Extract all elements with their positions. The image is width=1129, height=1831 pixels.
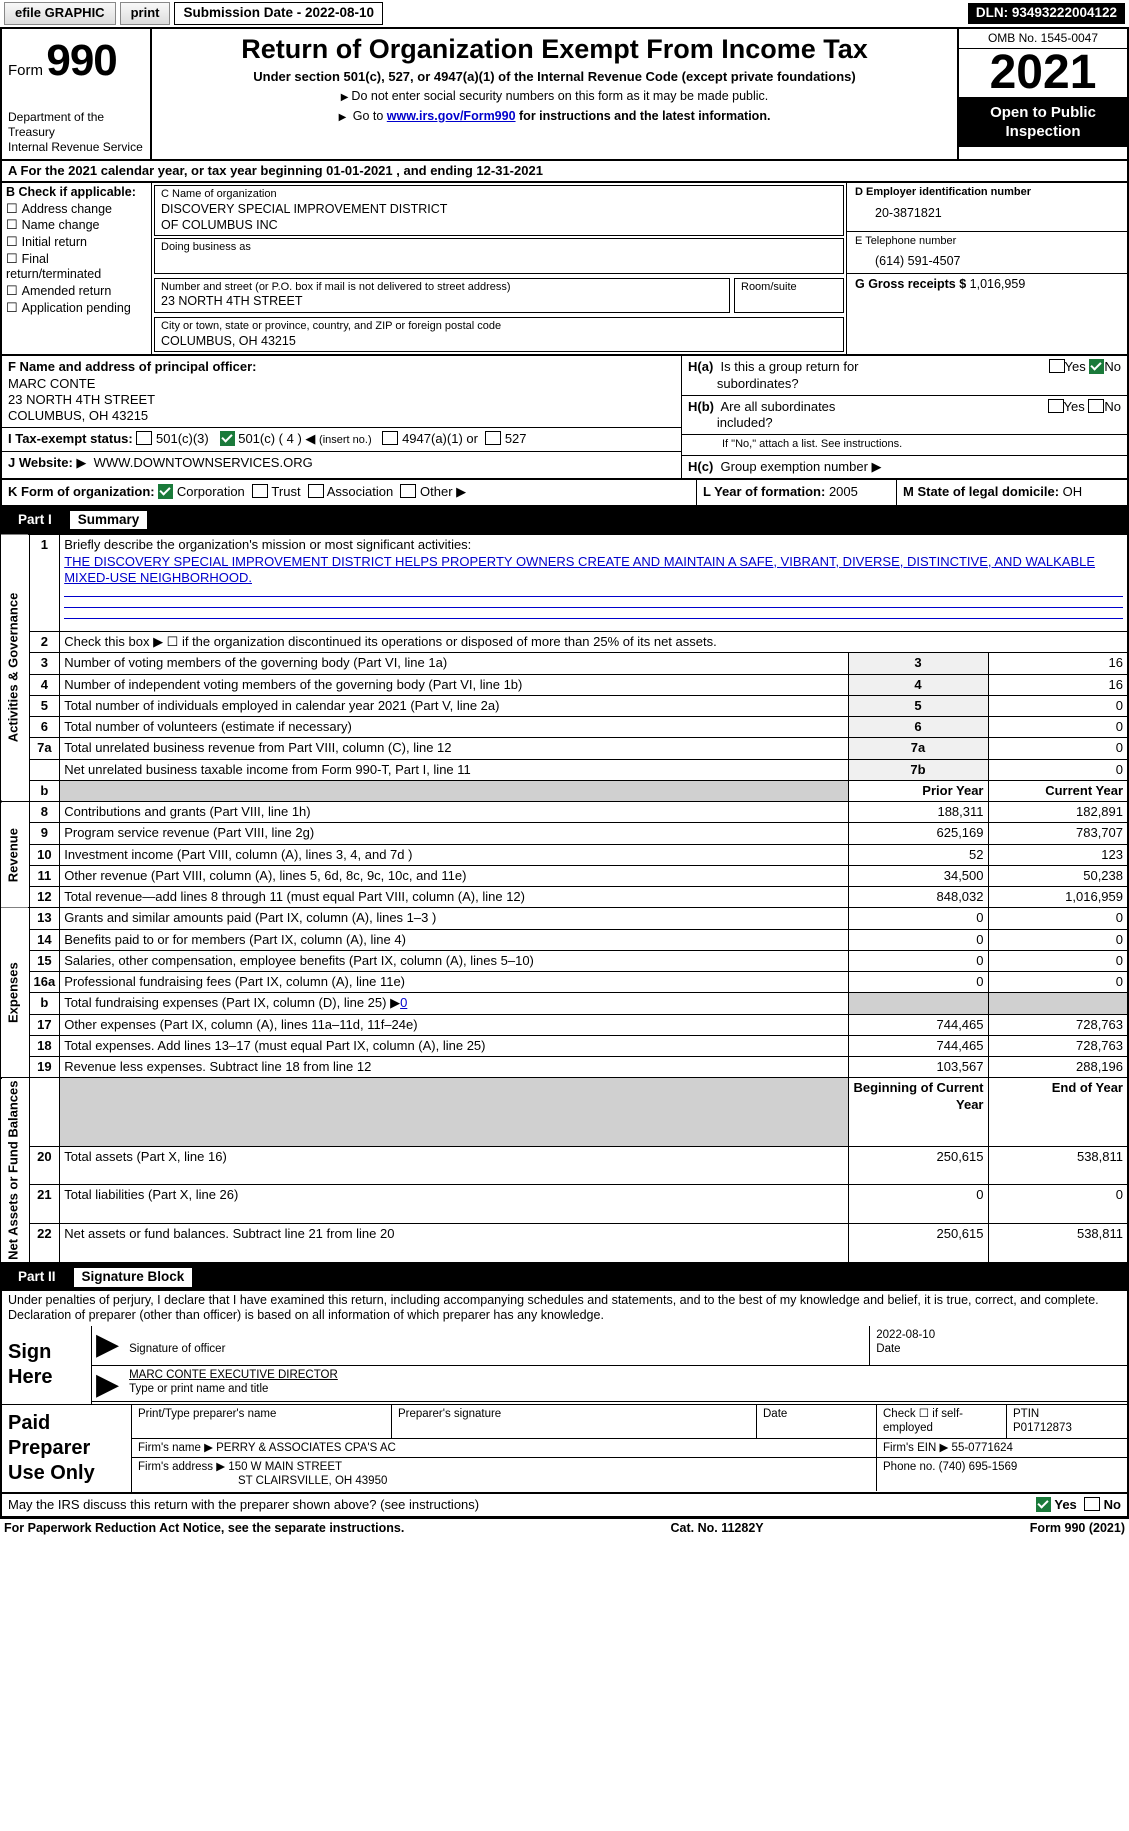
ein-box: D Employer identification number 20-3871… bbox=[847, 183, 1127, 231]
form-number: 990 bbox=[46, 36, 116, 85]
hb-no[interactable] bbox=[1088, 399, 1104, 413]
room-suite-box: Room/suite bbox=[734, 278, 844, 313]
q1-label: Briefly describe the organization's miss… bbox=[64, 537, 471, 552]
chk-corp[interactable] bbox=[158, 484, 173, 499]
dept-label: Department of the Treasury bbox=[8, 110, 144, 140]
current-year-hdr: Current Year bbox=[988, 780, 1128, 801]
form-title: Return of Organization Exempt From Incom… bbox=[160, 33, 949, 67]
chk-initial-return[interactable]: Initial return bbox=[6, 234, 147, 251]
print-button[interactable]: print bbox=[120, 2, 171, 24]
officer-box: F Name and address of principal officer:… bbox=[2, 356, 681, 428]
form-label: Form bbox=[8, 62, 43, 79]
form-header: Form 990 Department of the Treasury Inte… bbox=[0, 27, 1129, 159]
hb-yes[interactable] bbox=[1048, 399, 1064, 413]
section-klm: K Form of organization: Corporation Trus… bbox=[0, 478, 1129, 506]
dln-label: DLN: 93493222004122 bbox=[968, 3, 1125, 24]
part2-header: Part II Signature Block bbox=[0, 1264, 1129, 1291]
ssn-warning: Do not enter social security numbers on … bbox=[160, 89, 949, 105]
chk-501c4[interactable] bbox=[220, 431, 235, 446]
chk-final-return[interactable]: Final return/terminated bbox=[6, 251, 147, 283]
chk-name-change[interactable]: Name change bbox=[6, 217, 147, 234]
summary-table: Activities & Governance 1 Briefly descri… bbox=[0, 533, 1129, 1263]
top-bar: efile GRAPHIC print Submission Date - 20… bbox=[0, 0, 1129, 27]
irs-label: Internal Revenue Service bbox=[8, 140, 144, 155]
sign-here-label: Sign Here bbox=[2, 1326, 92, 1404]
website-row: J Website: ▶ WWW.DOWNTOWNSERVICES.ORG bbox=[2, 452, 681, 474]
chk-amended[interactable]: Amended return bbox=[6, 283, 147, 300]
ha-no[interactable] bbox=[1089, 359, 1104, 374]
city-box: City or town, state or province, country… bbox=[154, 317, 844, 352]
chk-trust[interactable] bbox=[252, 484, 268, 498]
b-label: B Check if applicable: bbox=[6, 185, 147, 201]
efile-button[interactable]: efile GRAPHIC bbox=[4, 2, 116, 24]
irs-link[interactable]: www.irs.gov/Form990 bbox=[387, 109, 516, 123]
address-box: Number and street (or P.O. box if mail i… bbox=[154, 278, 730, 313]
discuss-no[interactable] bbox=[1084, 1497, 1100, 1511]
chk-assoc[interactable] bbox=[308, 484, 324, 498]
hc-row: H(c) Group exemption number ▶ bbox=[682, 456, 1127, 478]
section-fhij: F Name and address of principal officer:… bbox=[0, 354, 1129, 478]
form-subtitle: Under section 501(c), 527, or 4947(a)(1)… bbox=[160, 69, 949, 85]
signature-block: Sign Here ▶ Signature of officer 2022-08… bbox=[0, 1326, 1129, 1494]
open-public-badge: Open to Public Inspection bbox=[959, 98, 1127, 148]
chk-501c3[interactable] bbox=[136, 431, 152, 445]
side-revenue: Revenue bbox=[1, 802, 29, 908]
sig-arrow-icon: ▶ bbox=[92, 1326, 123, 1365]
prior-year-hdr: Prior Year bbox=[848, 780, 988, 801]
line-2: Check this box ▶ ☐ if the organization d… bbox=[60, 632, 1128, 653]
paid-preparer-label: Paid Preparer Use Only bbox=[2, 1405, 132, 1492]
gross-receipts-box: G Gross receipts $ 1,016,959 bbox=[847, 274, 1127, 296]
side-activities: Activities & Governance bbox=[1, 534, 29, 801]
perjury-declaration: Under penalties of perjury, I declare th… bbox=[0, 1291, 1129, 1326]
ha-row: H(a) Is this a group return for subordin… bbox=[682, 356, 1127, 396]
org-name-box: C Name of organization DISCOVERY SPECIAL… bbox=[154, 185, 844, 236]
section-bcd: B Check if applicable: Address change Na… bbox=[0, 181, 1129, 354]
side-netassets: Net Assets or Fund Balances bbox=[1, 1078, 29, 1263]
tax-exempt-row: I Tax-exempt status: 501(c)(3) 501(c) ( … bbox=[2, 428, 681, 452]
sig-arrow-icon: ▶ bbox=[92, 1366, 123, 1401]
discuss-row: May the IRS discuss this return with the… bbox=[0, 1494, 1129, 1518]
dba-box: Doing business as bbox=[154, 238, 844, 273]
hb-note: If "No," attach a list. See instructions… bbox=[682, 435, 1127, 456]
section-a-year: A For the 2021 calendar year, or tax yea… bbox=[0, 159, 1129, 181]
discuss-yes[interactable] bbox=[1036, 1497, 1051, 1512]
tax-year: 2021 bbox=[959, 49, 1127, 98]
chk-address-change[interactable]: Address change bbox=[6, 201, 147, 218]
instructions-link-row: Go to www.irs.gov/Form990 for instructio… bbox=[160, 109, 949, 125]
telephone-box: E Telephone number (614) 591-4507 bbox=[847, 232, 1127, 274]
chk-other[interactable] bbox=[400, 484, 416, 498]
side-expenses: Expenses bbox=[1, 908, 29, 1078]
page-footer: For Paperwork Reduction Act Notice, see … bbox=[0, 1518, 1129, 1539]
mission-text: THE DISCOVERY SPECIAL IMPROVEMENT DISTRI… bbox=[64, 554, 1095, 585]
chk-app-pending[interactable]: Application pending bbox=[6, 300, 147, 317]
chk-527[interactable] bbox=[485, 431, 501, 445]
submission-date: Submission Date - 2022-08-10 bbox=[174, 2, 383, 25]
chk-4947[interactable] bbox=[382, 431, 398, 445]
hb-row: H(b) Are all subordinates included? Yes … bbox=[682, 396, 1127, 436]
ha-yes[interactable] bbox=[1049, 359, 1065, 373]
part1-header: Part I Summary bbox=[0, 507, 1129, 534]
